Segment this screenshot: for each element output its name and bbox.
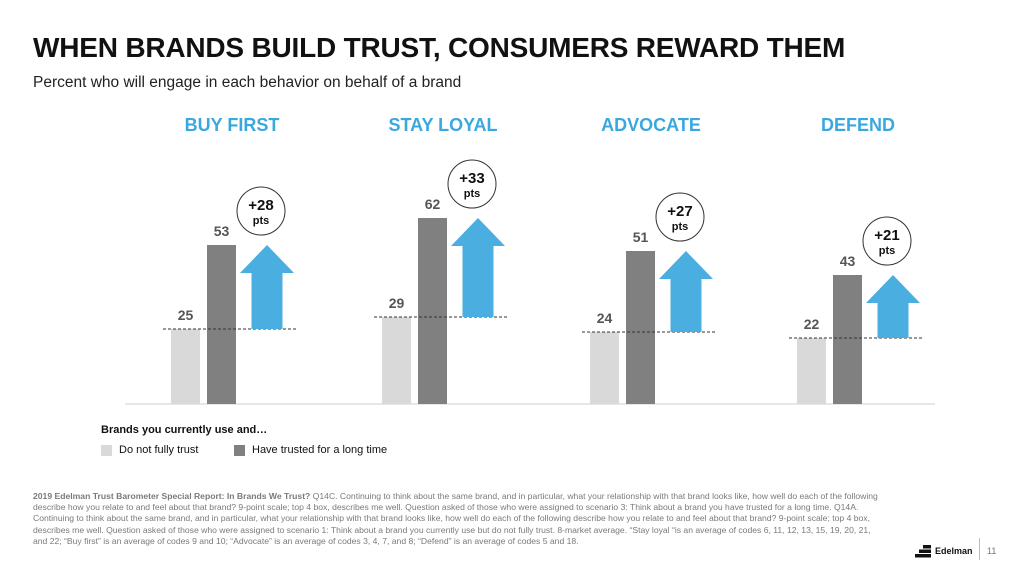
category-label-stay-loyal: STAY LOYAL xyxy=(388,115,497,135)
difference-value-defend: +21 xyxy=(874,227,899,244)
category-label-advocate: ADVOCATE xyxy=(601,115,701,135)
legend-swatch-dark xyxy=(234,444,245,456)
legend-label: Do not fully trust xyxy=(119,444,199,456)
value-label-do-not-fully-trust-advocate: 24 xyxy=(597,310,613,326)
legend-item-trusted-long-time: Have trusted for a long time xyxy=(234,444,387,456)
difference-unit-advocate: pts xyxy=(672,221,689,233)
value-label-trusted-long-time-advocate: 51 xyxy=(633,229,649,245)
difference-arrow-advocate xyxy=(659,251,713,332)
footnote: 2019 Edelman Trust Barometer Special Rep… xyxy=(33,491,883,547)
value-label-trusted-long-time-buy-first: 53 xyxy=(214,223,230,239)
legend-item-do-not-fully-trust: Do not fully trust xyxy=(101,444,198,456)
bar-trusted-long-time-buy-first xyxy=(207,245,236,404)
page-number: 11 xyxy=(987,546,997,556)
value-label-do-not-fully-trust-stay-loyal: 29 xyxy=(389,295,405,311)
footnote-source: 2019 Edelman Trust Barometer Special Rep… xyxy=(33,491,311,501)
difference-badge-defend xyxy=(862,216,912,266)
value-label-trusted-long-time-stay-loyal: 62 xyxy=(425,196,441,212)
difference-unit-stay-loyal: pts xyxy=(464,188,481,200)
difference-badge-advocate xyxy=(655,192,705,242)
legend-label: Have trusted for a long time xyxy=(252,444,388,456)
difference-value-stay-loyal: +33 xyxy=(459,170,484,187)
difference-arrow-stay-loyal xyxy=(451,218,505,317)
difference-unit-buy-first: pts xyxy=(253,215,270,227)
page-subtitle: Percent who will engage in each behavior… xyxy=(33,74,462,91)
edelman-logo-icon xyxy=(915,545,931,558)
brand-name: Edelman xyxy=(935,546,973,556)
value-label-do-not-fully-trust-defend: 22 xyxy=(804,316,820,332)
bar-do-not-fully-trust-defend xyxy=(797,338,826,404)
legend-swatch-light xyxy=(101,444,112,456)
difference-arrow-buy-first xyxy=(240,245,294,329)
difference-value-advocate: +27 xyxy=(667,203,692,220)
difference-arrow-defend xyxy=(866,275,920,338)
difference-badge-stay-loyal xyxy=(447,159,497,209)
difference-badge-buy-first xyxy=(236,186,286,236)
value-label-trusted-long-time-defend: 43 xyxy=(840,253,856,269)
bar-trusted-long-time-stay-loyal xyxy=(418,218,447,404)
category-label-buy-first: BUY FIRST xyxy=(185,115,280,135)
category-label-defend: DEFEND xyxy=(821,115,895,135)
edelman-logo: Edelman xyxy=(914,543,973,559)
footer-divider xyxy=(979,538,980,560)
bar-do-not-fully-trust-advocate xyxy=(590,332,619,404)
difference-value-buy-first: +28 xyxy=(248,197,273,214)
difference-unit-defend: pts xyxy=(879,245,896,257)
bar-trusted-long-time-advocate xyxy=(626,251,655,404)
bar-do-not-fully-trust-stay-loyal xyxy=(382,317,411,404)
footnote-text: Q14C. Continuing to think about the same… xyxy=(33,491,878,546)
value-label-do-not-fully-trust-buy-first: 25 xyxy=(178,307,194,323)
bar-trusted-long-time-defend xyxy=(833,275,862,404)
page-title: WHEN BRANDS BUILD TRUST, CONSUMERS REWAR… xyxy=(33,32,846,63)
bar-do-not-fully-trust-buy-first xyxy=(171,329,200,404)
legend-title: Brands you currently use and… xyxy=(101,424,268,436)
